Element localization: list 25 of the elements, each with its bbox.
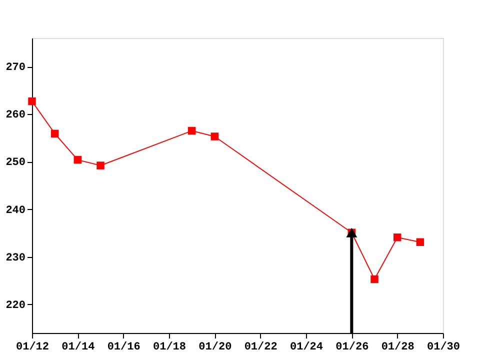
point — [370, 275, 378, 284]
x-tick-label: 01/26 — [336, 342, 369, 354]
point — [188, 126, 196, 135]
y-tick-label: 260 — [6, 110, 26, 122]
point — [74, 156, 82, 164]
point — [210, 132, 219, 140]
point — [393, 233, 402, 242]
x-tick-label: 01/18 — [152, 342, 186, 354]
point — [416, 238, 424, 246]
y-tick-label: 270 — [6, 62, 26, 74]
point — [96, 162, 104, 170]
x-tick-label: 01/20 — [198, 342, 232, 354]
point — [28, 97, 36, 106]
x-tick-label: 01/28 — [381, 342, 415, 354]
x-tick-label: 01/14 — [62, 342, 96, 354]
x-tick-label: 01/24 — [290, 342, 324, 354]
x-tick-label: 01/12 — [16, 342, 50, 354]
y-tick-label: 220 — [6, 300, 26, 312]
x-tick-label: 01/22 — [244, 342, 278, 354]
y-tick-label: 230 — [6, 252, 26, 264]
x-tick-label: 01/30 — [426, 342, 460, 354]
point — [50, 130, 59, 138]
y-tick-label: 250 — [6, 157, 26, 170]
y-tick-label: 240 — [6, 204, 26, 217]
x-tick-label: 01/16 — [107, 342, 140, 354]
